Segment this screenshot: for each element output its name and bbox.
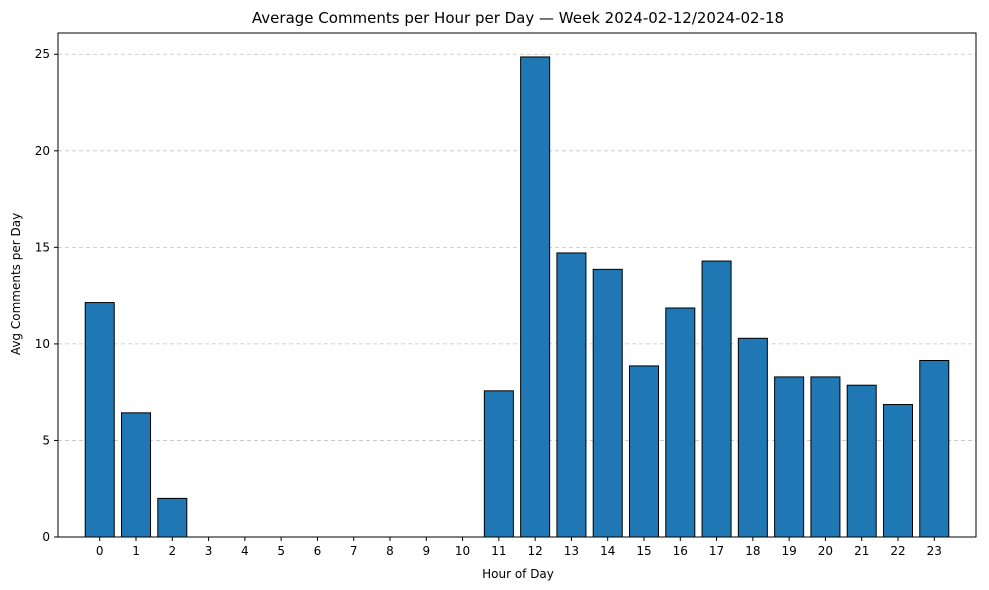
x-tick-label: 15: [636, 544, 651, 558]
x-axis-label: Hour of Day: [482, 567, 554, 581]
x-tick-label: 23: [927, 544, 942, 558]
bar-hour-1: [120, 412, 152, 538]
x-tick-label: 1: [132, 544, 140, 558]
x-tick-label: 5: [277, 544, 285, 558]
bar-hour-11: [483, 390, 514, 538]
y-axis-ticks: 0 5 10 15 20 25: [35, 47, 58, 544]
bar-hour-23: [919, 360, 950, 538]
y-tick-label: 15: [35, 240, 50, 254]
bar-hour-12: [520, 56, 551, 538]
plot-frame: [57, 32, 977, 538]
bar-hour-13: [556, 252, 587, 538]
x-tick-label: 9: [422, 544, 430, 558]
x-axis-ticks: 0 1 2 3 4 5 6 7 8 9 10 11 12 13 14 15 16 17 18 19 20 21 22 23: [96, 537, 942, 558]
y-tick-label: 25: [35, 47, 50, 61]
x-tick-label: 17: [709, 544, 724, 558]
bars: [84, 56, 950, 538]
x-tick-label: 12: [528, 544, 543, 558]
x-tick-label: 22: [890, 544, 905, 558]
x-tick-label: 13: [564, 544, 579, 558]
x-tick-label: 16: [673, 544, 688, 558]
x-tick-label: 11: [491, 544, 506, 558]
bar-hour-14: [592, 268, 623, 538]
x-tick-label: 4: [241, 544, 249, 558]
x-tick-label: 2: [168, 544, 176, 558]
y-tick-label: 20: [35, 144, 50, 158]
bar-hour-2: [157, 497, 188, 538]
x-tick-label: 8: [386, 544, 394, 558]
chart-title: Average Comments per Hour per Day — Week…: [252, 9, 784, 27]
x-tick-label: 7: [350, 544, 358, 558]
y-tick-label: 0: [42, 530, 50, 544]
x-tick-label: 10: [455, 544, 470, 558]
bar-hour-21: [846, 384, 877, 538]
bar-hour-16: [665, 307, 696, 538]
x-tick-label: 3: [205, 544, 213, 558]
y-axis-label: Avg Comments per Day: [9, 213, 23, 355]
x-tick-label: 0: [96, 544, 104, 558]
y-tick-label: 10: [35, 337, 50, 351]
bar-hour-0: [84, 302, 115, 538]
bar-hour-20: [810, 376, 841, 538]
x-tick-label: 20: [818, 544, 833, 558]
x-tick-label: 21: [854, 544, 869, 558]
bar-hour-22: [882, 404, 914, 538]
bar-hour-15: [628, 365, 660, 538]
bar-hour-17: [701, 260, 732, 538]
x-tick-label: 14: [600, 544, 615, 558]
bar-hour-18: [737, 337, 768, 538]
y-tick-label: 5: [42, 433, 50, 447]
x-tick-label: 19: [781, 544, 796, 558]
bar-hour-19: [774, 376, 805, 538]
x-tick-label: 18: [745, 544, 760, 558]
x-tick-label: 6: [314, 544, 322, 558]
